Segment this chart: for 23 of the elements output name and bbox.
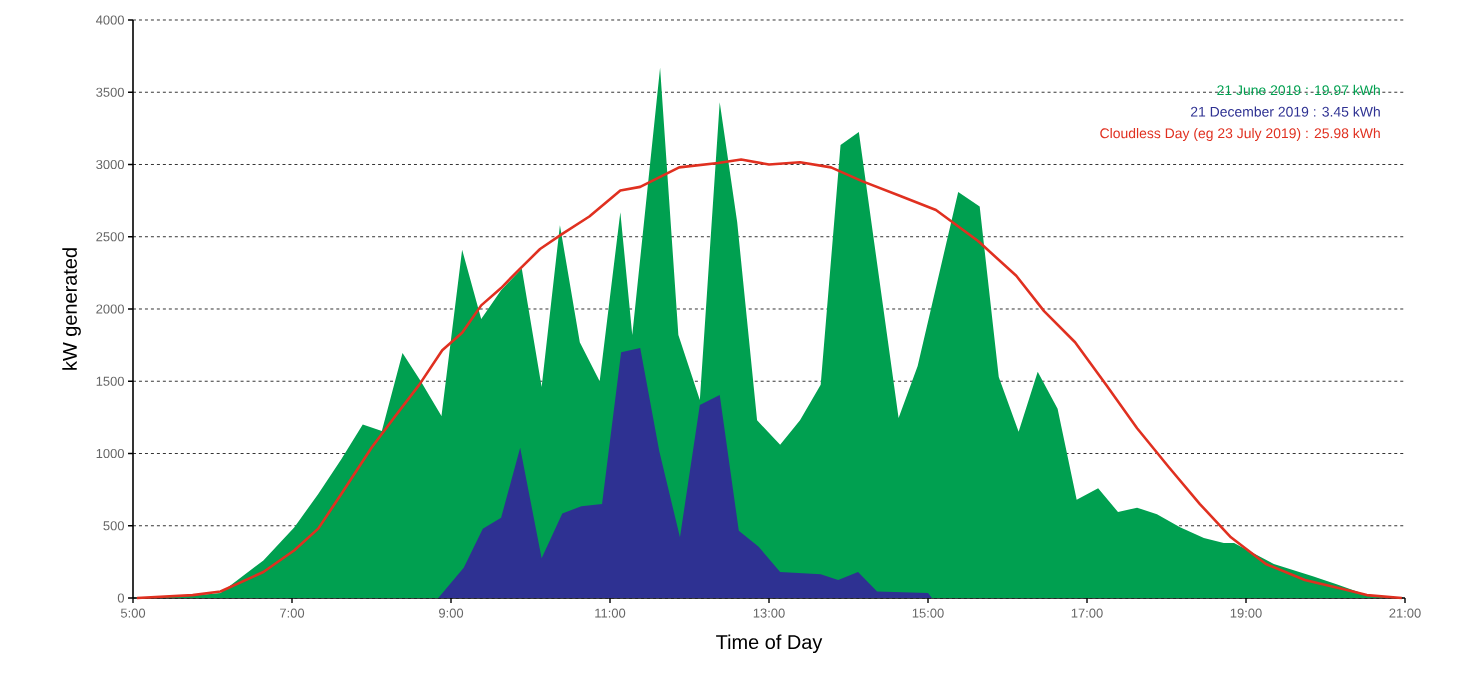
y-tick-label: 3000 (96, 159, 124, 170)
x-tick-label: 5:00 (120, 608, 146, 618)
text: Cloudless Day (eg 23 July 2019) : 25.98 kWh (1100, 127, 1380, 141)
text: 21 June 2019 : 19.97 kWh (1217, 84, 1380, 96)
y-tick-label: 2500 (96, 232, 124, 242)
y-tick-label: 1500 (96, 376, 124, 386)
y-tick-label: 3500 (96, 87, 124, 97)
x-tick-label: 19:00 (1230, 608, 1262, 618)
y-tick-label: 0 (117, 593, 124, 603)
y-tick-label: 4000 (95, 15, 124, 25)
y-tick-label: 1000 (96, 448, 124, 459)
x-tick-label: 7:00 (280, 608, 305, 618)
text: 21 December 2019 : 3.45 kWh (1190, 106, 1380, 117)
x-tick-label: 21:00 (1389, 608, 1421, 618)
x-tick-label: 11:00 (595, 608, 626, 618)
y-axis-title: kW generated (62, 248, 81, 370)
x-axis-title: Time of Day (716, 634, 823, 654)
y-tick-label: 500 (103, 521, 124, 531)
x-tick-label: 15:00 (912, 608, 944, 618)
x-tick-label: 9:00 (439, 608, 464, 618)
x-tick-label: 13:00 (753, 608, 785, 618)
x-tick-label: 17:00 (1071, 608, 1103, 618)
y-tick-label: 2000 (96, 304, 124, 314)
